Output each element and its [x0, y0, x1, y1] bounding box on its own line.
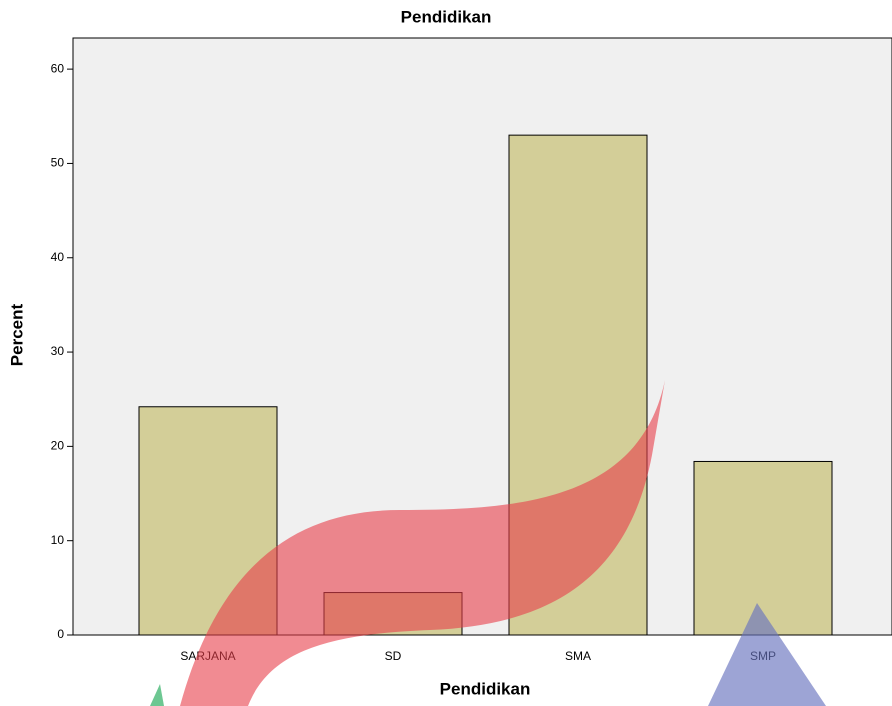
y-tick-label: 40 [51, 250, 65, 264]
chart-title: Pendidikan [401, 7, 492, 26]
overlay-ribbon [180, 380, 665, 706]
y-axis-label: Percent [7, 303, 26, 366]
x-axis-label: Pendidikan [440, 679, 531, 698]
y-tick-label: 30 [51, 344, 65, 358]
y-tick-label: 0 [57, 627, 64, 641]
x-tick-label: SD [385, 649, 402, 663]
y-tick-label: 50 [51, 156, 65, 170]
overlay-triangle [708, 603, 826, 706]
bar [693, 460, 833, 636]
y-tick-label: 60 [51, 61, 65, 75]
x-tick-label: SMA [565, 649, 591, 663]
y-tick-label: 20 [51, 439, 65, 453]
overlay-sliver [150, 684, 164, 706]
y-tick-label: 10 [51, 533, 65, 547]
